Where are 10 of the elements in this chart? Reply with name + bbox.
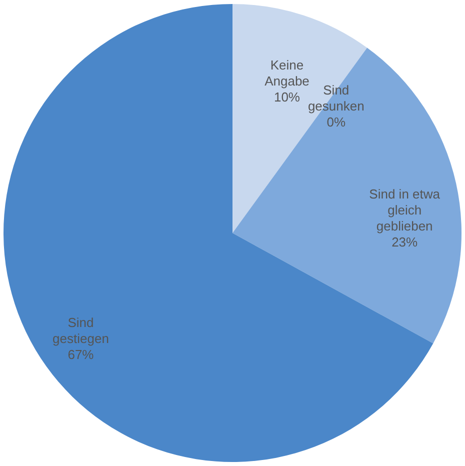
slice-label: Sind gestiegen [52, 314, 109, 346]
text: 0% [326, 114, 346, 130]
slice-label: Keine Angabe [264, 57, 310, 88]
pie-slice [232, 4, 368, 233]
pie-slice [232, 48, 462, 344]
data-label: 23% [392, 234, 418, 250]
data-label: 67% [68, 346, 94, 362]
category-label: Sind gesunken [308, 82, 364, 114]
data-label: 10% [274, 89, 300, 104]
slice-label: Sind in etwa gleich geblieben [369, 186, 441, 234]
